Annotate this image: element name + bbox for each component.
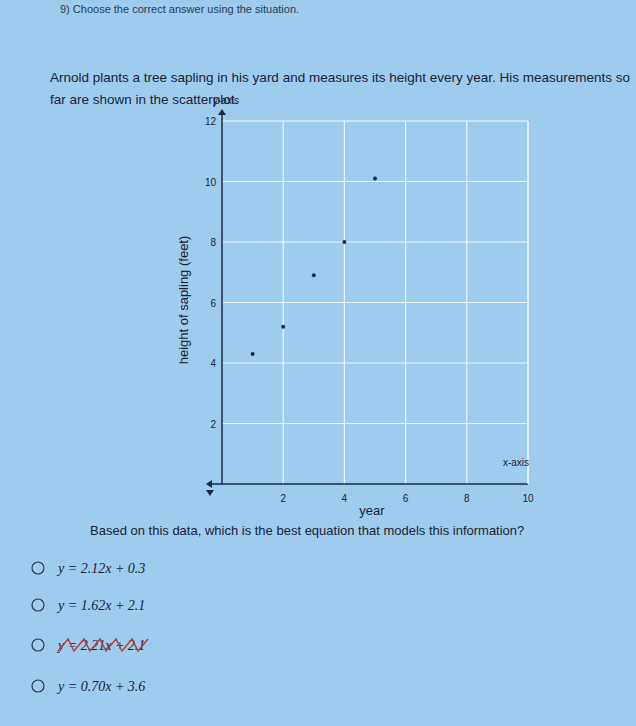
y-label: height of sapling (feet) (176, 236, 191, 365)
tick-label: 4 (342, 493, 348, 504)
grid-line (222, 241, 528, 242)
tick-label: 12 (205, 116, 217, 127)
choice[interactable]: y = 1.62x + 2.1 (56, 598, 145, 613)
radio[interactable] (32, 639, 44, 651)
axis-arrow (206, 480, 212, 488)
tick-label: 2 (280, 493, 286, 504)
y-axis (221, 113, 223, 484)
point (281, 325, 285, 329)
tick-label: 6 (403, 493, 409, 504)
intro-text: far are shown in the scatterplot. (50, 92, 238, 107)
grid-line (222, 120, 528, 121)
radio[interactable] (32, 680, 44, 692)
grid-line (222, 423, 528, 424)
axis-name: y-axis (213, 95, 239, 106)
frame (527, 121, 528, 484)
header: 9) Choose the correct answer using the s… (60, 3, 299, 15)
x-axis (210, 483, 528, 485)
point (373, 176, 377, 180)
radio[interactable] (32, 562, 44, 574)
axis-name: x-axis (503, 457, 529, 468)
point (251, 352, 255, 356)
tick-label: 10 (522, 493, 534, 504)
grid-line (222, 302, 528, 303)
point (312, 273, 316, 277)
tick-label: 4 (210, 358, 216, 369)
axis-arrow (218, 109, 226, 115)
tick-label: 10 (205, 177, 217, 188)
tick-label: 2 (210, 419, 216, 430)
tick-label: 8 (210, 237, 216, 248)
points (251, 176, 377, 355)
grid-line (222, 181, 528, 182)
grid-line (222, 362, 528, 363)
background (0, 0, 636, 726)
axis-arrow (206, 490, 214, 496)
tick-label: 8 (464, 493, 470, 504)
x-label: year (359, 503, 385, 518)
strike-mark (58, 639, 148, 651)
choice[interactable]: y = 0.70x + 3.6 (56, 679, 145, 694)
tick-label: 6 (210, 298, 216, 309)
radio[interactable] (32, 599, 44, 611)
page: 9) Choose the correct answer using the s… (0, 0, 636, 726)
intro-text: Arnold plants a tree sapling in his yard… (50, 70, 630, 85)
grid-line (527, 121, 528, 484)
question: Based on this data, which is the best eq… (90, 523, 524, 538)
choice[interactable]: y = 2.12x + 0.3 (56, 561, 145, 576)
point (342, 240, 346, 244)
